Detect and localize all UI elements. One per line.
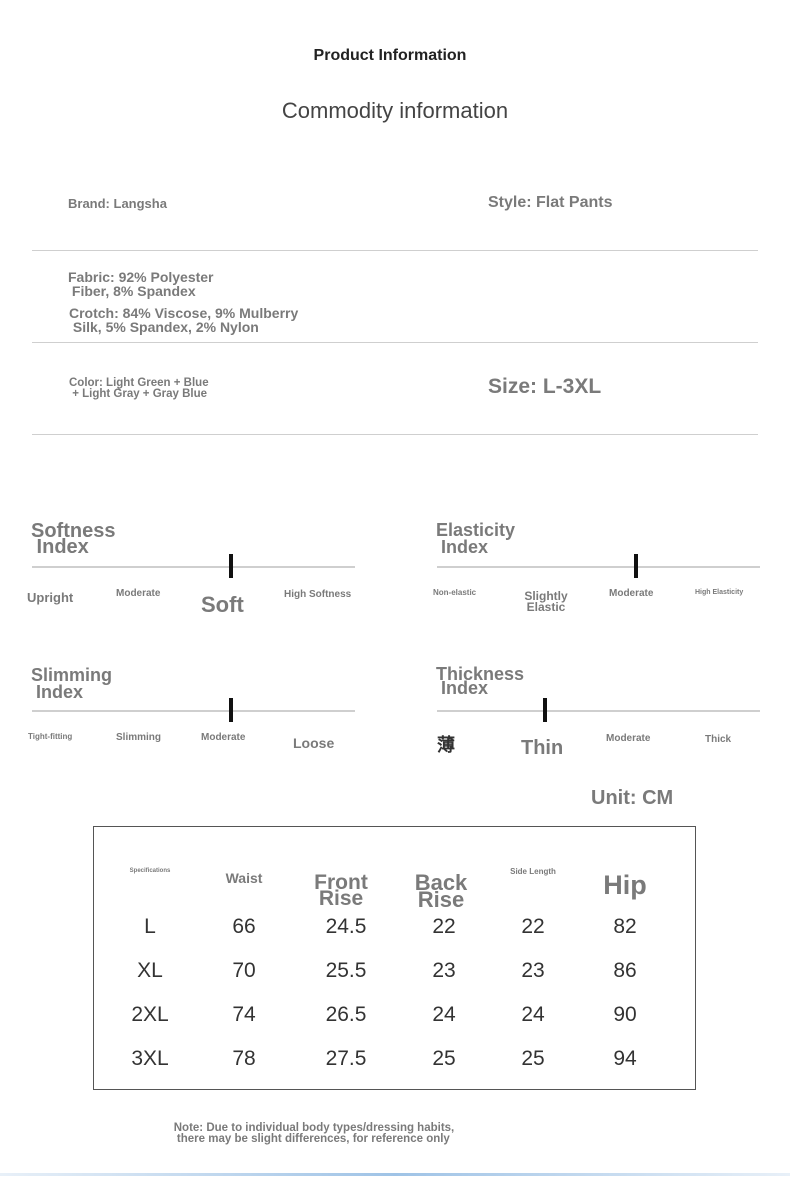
table-header: Hip [603,870,647,900]
divider [32,434,758,435]
slimming-label: Slimming [116,732,162,743]
thickness-label: Moderate [606,733,651,744]
table-cell: 22 [432,915,456,938]
thickness-label-selected: Thin [521,737,564,759]
unit-label: Unit: CM [591,787,674,809]
divider [32,250,758,251]
table-cell: 82 [613,915,637,938]
slimming-label: Tight-fitting [28,732,73,741]
table-cell: 66 [232,915,256,938]
thickness-track [437,710,760,712]
table-header: Specifications [129,868,171,874]
softness-track [32,566,355,568]
divider [32,342,758,343]
color-text: Color: Light Green + Blue + Light Gray +… [69,377,209,400]
elasticity-index-title: Elasticity Index [436,520,516,558]
table-cell: 26.5 [325,1003,367,1026]
crotch-text: Crotch: 84% Viscose, 9% Mulberry Silk, 5… [69,305,299,335]
table-cell: 24 [432,1003,456,1026]
softness-label: High Softness [284,589,352,600]
table-header: Side Length [510,867,556,876]
size-table: Specifications Waist Front Rise Back Ris… [93,826,696,1090]
table-cell: 3XL [131,1047,169,1070]
table-cell: 94 [613,1047,637,1070]
table-cell: 27.5 [325,1047,367,1070]
table-header: Waist [225,870,263,886]
elasticity-marker [634,554,638,578]
slimming-label-selected: Moderate [201,732,246,743]
table-cell: 2XL [131,1003,169,1026]
elasticity-label-selected: Moderate [609,588,654,599]
table-cell: 22 [521,915,545,938]
softness-label: Moderate [116,588,161,599]
page-title: Product Information [313,47,467,64]
softness-label: Upright [27,590,74,605]
table-header: Back Rise [414,870,468,913]
table-cell: 78 [232,1047,256,1070]
softness-label-selected: Soft [201,592,244,617]
table-cell: 25 [521,1047,545,1070]
fabric-text: Fabric: 92% Polyester Fiber, 8% Spandex [68,269,214,299]
table-cell: 23 [521,959,545,982]
page-subtitle: Commodity information [281,98,509,123]
table-cell: 90 [613,1003,637,1026]
slimming-index-title: Slimming Index [31,665,113,703]
table-header: Front Rise [314,871,368,911]
style-text: Style: Flat Pants [488,194,613,211]
elasticity-label: Slightly Elastic [524,589,568,614]
slimming-marker [229,698,233,722]
elasticity-label: High Elasticity [695,589,744,596]
brand-text: Brand: Langsha [68,196,167,211]
bottom-accent-bar [0,1173,790,1176]
table-cell: XL [137,959,163,982]
table-cell: 74 [232,1003,256,1026]
elasticity-label: Non-elastic [433,588,477,597]
table-cell: 86 [613,959,637,982]
softness-index-title: Softness Index [31,520,116,559]
softness-marker [229,554,233,578]
table-cell: 25 [432,1047,456,1070]
note-text: Note: Due to individual body types/dress… [173,1122,455,1146]
elasticity-track [437,566,760,568]
size-text: Size: L-3XL [488,375,602,398]
table-cell: 23 [432,959,456,982]
table-cell: L [144,915,156,938]
table-cell: 24.5 [325,915,367,938]
thickness-label: 薄 [437,735,455,755]
slimming-track [32,710,355,712]
slimming-label: Loose [293,735,335,751]
table-cell: 70 [232,959,256,982]
table-cell: 25.5 [325,959,367,982]
thickness-label: Thick [705,734,732,745]
thickness-marker [543,698,547,722]
table-cell: 24 [521,1003,545,1026]
thickness-index-title: Thickness Index [436,664,525,699]
